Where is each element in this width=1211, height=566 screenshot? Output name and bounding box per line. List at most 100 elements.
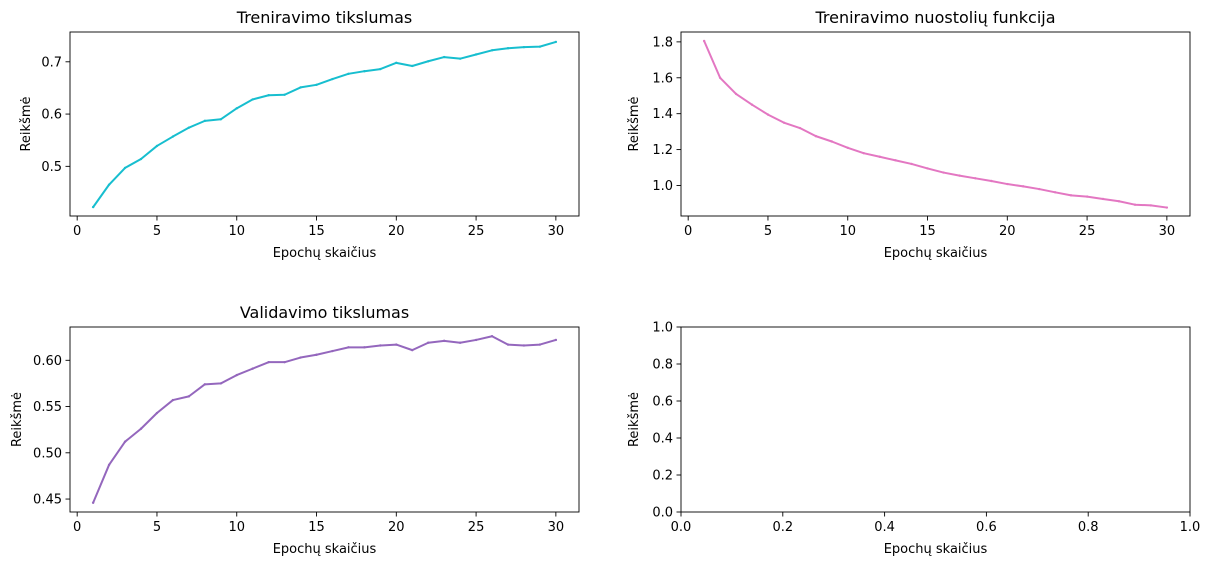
x-axis-label: Epochų skaičius (273, 246, 377, 261)
y-tick-label: 0.0 (652, 506, 673, 521)
data-point (267, 94, 270, 97)
x-tick-label: 10 (228, 520, 245, 535)
data-point (490, 335, 494, 338)
x-tick-label: 15 (308, 520, 325, 535)
data-point (1117, 200, 1121, 203)
data-point (702, 39, 706, 43)
chart-panel-3: Validavimo tikslumas 0 5 10 15 20 25 30 0.45 0.50… (10, 303, 580, 557)
data-point (219, 382, 222, 385)
y-tick-label: 0.45 (33, 493, 62, 508)
y-tick-label: 0.60 (33, 354, 62, 369)
x-tick-label: 0 (73, 224, 81, 239)
data-point (766, 113, 770, 116)
series-line-1 (92, 335, 557, 504)
x-tick-label: 0.6 (976, 520, 997, 535)
data-point (734, 92, 738, 96)
data-point (107, 183, 111, 186)
data-point (798, 126, 802, 130)
x-tick-label: 0.0 (671, 520, 692, 535)
x-tick-label: 20 (388, 520, 405, 535)
axes-frame (680, 326, 1191, 513)
x-axis-label: Epochų skaičius (273, 542, 377, 557)
y-tick-label: 0.50 (33, 446, 62, 461)
data-point (1149, 204, 1153, 207)
x-tick-label: 5 (153, 520, 161, 535)
y-tick-label: 0.7 (41, 55, 62, 70)
data-point (267, 360, 270, 364)
chart-title: Treniravimo nuostolių funkcija (814, 8, 1055, 27)
series-line-1 (703, 39, 1168, 209)
data-point (974, 177, 977, 180)
data-point (1038, 187, 1041, 191)
y-tick-label: 0.6 (41, 108, 62, 123)
x-tick-label: 0.4 (874, 520, 895, 535)
data-point (1165, 206, 1169, 209)
data-point (910, 162, 913, 166)
data-point (427, 60, 430, 63)
x-tick-label: 5 (153, 224, 161, 239)
y-tick-label: 1.2 (652, 143, 673, 158)
data-point (107, 463, 111, 467)
data-point (894, 159, 897, 162)
data-point (315, 83, 318, 87)
data-point (554, 338, 558, 342)
x-tick-label: 20 (999, 224, 1016, 239)
chart-title: Treniravimo tikslumas (236, 8, 412, 27)
y-tick-label: 0.4 (652, 432, 673, 447)
data-point (91, 205, 95, 209)
data-point (1069, 194, 1073, 197)
x-tick-label: 15 (919, 224, 936, 239)
y-tick-label: 1.0 (652, 321, 673, 336)
chart-panel-2: Treniravimo nuostolių funkcija 0 5 10 15 20 25… (627, 8, 1191, 261)
y-tick-label: 1.4 (652, 107, 673, 122)
x-tick-label: 1.0 (1180, 520, 1201, 535)
y-tick-label: 1.0 (652, 179, 673, 194)
data-point (506, 343, 510, 346)
data-point (331, 349, 334, 353)
axes-frame (680, 31, 1191, 217)
data-point (251, 98, 254, 101)
data-point (171, 135, 175, 138)
data-point (331, 77, 334, 81)
data-point (139, 157, 143, 161)
x-tick-label: 25 (468, 224, 485, 239)
data-point (395, 343, 398, 346)
chart-title: Validavimo tikslumas (240, 303, 409, 322)
y-axis-label: Reikšmė (627, 96, 642, 151)
data-point (251, 367, 254, 370)
x-tick-label: 20 (388, 224, 405, 239)
data-point (750, 103, 754, 106)
x-tick-label: 0.2 (772, 520, 793, 535)
x-tick-label: 30 (548, 224, 565, 239)
data-point (299, 86, 302, 89)
x-tick-label: 15 (308, 224, 325, 239)
chart-panel-1: Treniravimo tikslumas 0 5 10 15 20 25 30 0.5 0.6 0… (19, 8, 580, 261)
data-point (315, 353, 318, 356)
data-point (830, 140, 833, 143)
data-point (1085, 195, 1089, 198)
data-point (411, 348, 414, 352)
data-point (506, 47, 510, 50)
data-point (814, 134, 818, 138)
data-point (235, 373, 238, 377)
data-point (139, 427, 143, 430)
data-point (958, 174, 961, 177)
data-point (379, 344, 382, 347)
data-point (926, 167, 929, 170)
y-axis-label: Reikšmė (10, 392, 25, 447)
series-line-1 (92, 40, 557, 209)
data-point (1006, 182, 1009, 186)
y-tick-label: 0.6 (652, 395, 673, 410)
data-point (363, 70, 366, 73)
axes-frame (69, 326, 580, 513)
data-point (203, 119, 207, 123)
data-point (155, 411, 159, 415)
y-tick-label: 0.2 (652, 469, 673, 484)
data-point (522, 45, 526, 49)
x-tick-label: 0 (684, 224, 692, 239)
data-point (347, 72, 350, 76)
data-point (203, 383, 207, 386)
data-point (187, 395, 191, 398)
data-point (474, 53, 478, 56)
